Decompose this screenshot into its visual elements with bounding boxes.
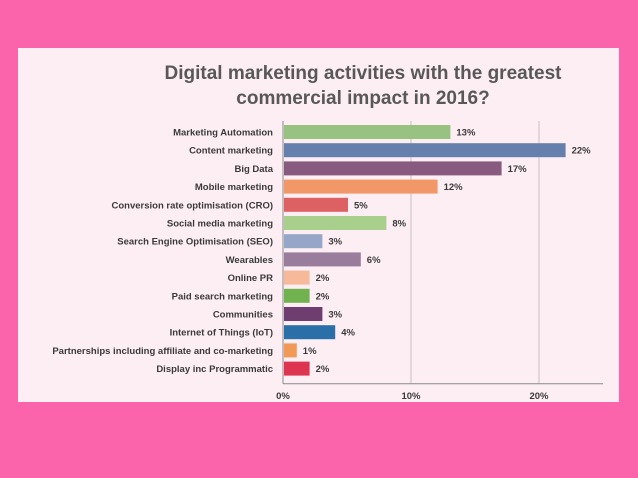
category-label: Paid search marketing — [172, 291, 274, 302]
value-label: 5% — [354, 200, 368, 211]
chart-title-line-2: commercial impact in 2016? — [236, 88, 489, 109]
category-label: Mobile marketing — [195, 182, 273, 193]
bar — [284, 252, 361, 267]
chart: Digital marketing activities with the gr… — [52, 63, 603, 402]
category-label: Social media marketing — [167, 219, 273, 230]
category-label: Partnerships including affiliate and co-… — [52, 346, 273, 357]
category-label: Content marketing — [189, 146, 273, 157]
bar — [284, 361, 310, 376]
bar — [284, 143, 566, 158]
bar — [284, 197, 348, 212]
category-label: Internet of Things (IoT) — [170, 328, 273, 339]
bar — [284, 234, 323, 249]
value-label: 4% — [341, 328, 355, 339]
bar — [284, 288, 310, 303]
bar — [284, 343, 297, 358]
category-label: Search Engine Optimisation (SEO) — [117, 237, 273, 248]
bar — [284, 161, 502, 176]
category-label: Marketing Automation — [173, 128, 273, 139]
category-label: Display inc Programmatic — [156, 364, 273, 375]
value-label: 3% — [328, 310, 342, 321]
category-label: Online PR — [228, 273, 274, 284]
x-tick-label: 10% — [401, 391, 421, 402]
category-label: Big Data — [234, 164, 273, 175]
bar — [284, 325, 336, 340]
bar — [284, 307, 323, 321]
value-label: 2% — [316, 273, 330, 284]
category-label: Wearables — [226, 255, 273, 266]
value-label: 2% — [316, 291, 330, 302]
x-tick-label: 0% — [276, 391, 290, 402]
bar — [284, 125, 451, 139]
value-label: 1% — [303, 346, 317, 357]
x-tick-label: 20% — [529, 391, 549, 402]
bar — [284, 179, 438, 194]
value-label: 17% — [508, 164, 528, 175]
bar — [284, 216, 387, 230]
category-label: Communities — [213, 310, 273, 321]
value-label: 13% — [456, 128, 476, 139]
value-label: 8% — [392, 219, 406, 230]
value-label: 3% — [328, 237, 342, 248]
value-label: 12% — [444, 182, 464, 193]
chart-title-line-1: Digital marketing activities with the gr… — [165, 63, 563, 84]
value-label: 22% — [572, 146, 592, 157]
category-label: Conversion rate optimisation (CRO) — [111, 200, 273, 211]
value-label: 2% — [316, 364, 330, 375]
bar — [284, 270, 310, 285]
value-label: 6% — [367, 255, 381, 266]
chart-panel: Digital marketing activities with the gr… — [18, 48, 619, 402]
